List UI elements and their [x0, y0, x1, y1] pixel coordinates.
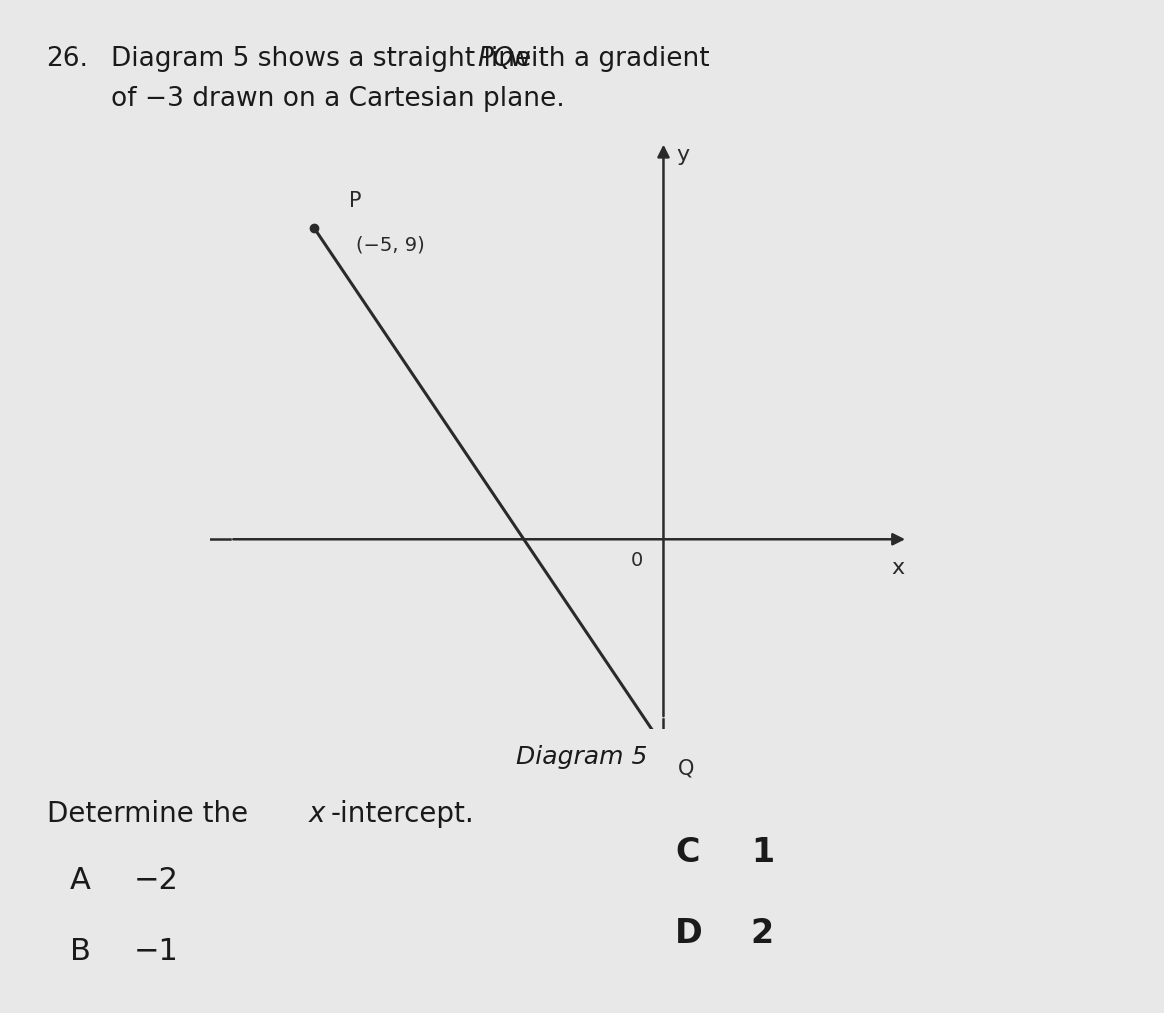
Text: PQ: PQ: [477, 46, 513, 72]
Text: C: C: [675, 836, 700, 869]
Text: A: A: [70, 866, 91, 895]
Text: 26.: 26.: [47, 46, 88, 72]
Text: 0: 0: [630, 551, 643, 570]
Text: P: P: [349, 190, 362, 211]
Text: −1: −1: [134, 937, 179, 966]
Text: with a gradient: with a gradient: [501, 46, 709, 72]
Text: Determine the: Determine the: [47, 800, 256, 829]
Text: 1: 1: [751, 836, 774, 869]
Text: -intercept.: -intercept.: [331, 800, 474, 829]
Text: B: B: [70, 937, 91, 966]
Text: x: x: [892, 558, 904, 578]
Text: −2: −2: [134, 866, 179, 895]
Text: (−5, 9): (−5, 9): [356, 235, 425, 254]
Text: y: y: [676, 145, 689, 165]
Text: D: D: [675, 917, 703, 950]
Text: Q: Q: [677, 759, 694, 778]
Text: Diagram 5: Diagram 5: [517, 745, 647, 769]
Text: Diagram 5 shows a straight line: Diagram 5 shows a straight line: [111, 46, 539, 72]
Text: x: x: [308, 800, 325, 829]
Text: 2: 2: [751, 917, 774, 950]
Text: of −3 drawn on a Cartesian plane.: of −3 drawn on a Cartesian plane.: [111, 86, 565, 112]
